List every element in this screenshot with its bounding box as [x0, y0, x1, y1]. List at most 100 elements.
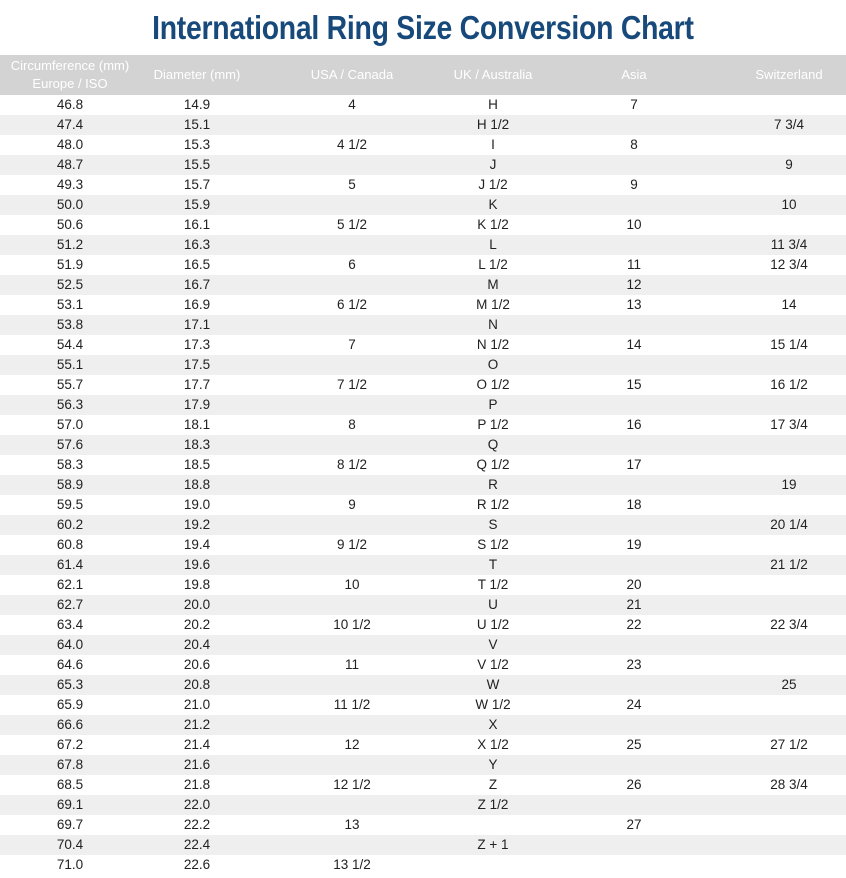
table-row: 46.8 14.9 4 H 7: [0, 95, 846, 115]
cell-switzerland: [732, 695, 846, 715]
cell-circumference: 55.1: [0, 355, 140, 375]
cell-asia: 24: [626, 697, 642, 712]
cell-circumference: 65.9: [56, 697, 84, 712]
cell-usa-canada: [254, 395, 450, 415]
cell-circumference: 49.3: [56, 177, 84, 192]
cell-usa-canada: [254, 355, 450, 375]
cell-usa-canada: [254, 475, 450, 495]
cell-asia: 11: [626, 257, 641, 272]
table-row: 49.3 15.7 5 J 1/2 9: [0, 175, 846, 195]
table-row: 53.1 16.9 6 1/2 M 1/2 13 14: [0, 295, 846, 315]
cell-diameter: 14.9: [183, 97, 211, 112]
cell-usa-canada: [254, 275, 450, 295]
cell-circumference: 51.2: [0, 235, 140, 255]
cell-uk-australia: V: [450, 635, 536, 655]
cell-usa-canada: [254, 835, 450, 855]
cell-switzerland: [732, 275, 846, 295]
cell-asia: 21: [536, 595, 732, 615]
cell-circumference: 48.7: [0, 155, 140, 175]
cell-usa-canada: [254, 595, 450, 615]
cell-diameter: 22.2: [183, 817, 211, 832]
cell-switzerland: 17 3/4: [770, 417, 808, 432]
cell-asia: 15: [626, 377, 642, 392]
cell-asia: [536, 755, 732, 775]
cell-usa-canada: 6 1/2: [336, 297, 368, 312]
cell-asia: 13: [626, 297, 642, 312]
cell-switzerland: 10: [732, 195, 846, 215]
cell-usa-canada: 9: [348, 497, 356, 512]
cell-diameter: 20.6: [183, 657, 211, 672]
cell-diameter: 18.1: [183, 417, 211, 432]
cell-asia: 25: [626, 737, 642, 752]
cell-usa-canada: 4 1/2: [336, 137, 368, 152]
cell-switzerland: [732, 795, 846, 815]
cell-usa-canada: 10 1/2: [333, 617, 371, 632]
table-row: 54.4 17.3 7 N 1/2 14 15 1/4: [0, 335, 846, 355]
cell-asia: 7: [630, 97, 638, 112]
table-row: 68.5 21.8 12 1/2 Z 26 28 3/4: [0, 775, 846, 795]
cell-circumference: 53.1: [56, 297, 84, 312]
cell-circumference: 51.9: [56, 257, 84, 272]
cell-circumference: 50.0: [0, 195, 140, 215]
cell-asia: 19: [626, 537, 642, 552]
table-row: 58.9 18.8 R 19: [0, 475, 846, 495]
cell-diameter: 19.0: [183, 497, 211, 512]
cell-circumference: 55.7: [56, 377, 84, 392]
cell-circumference: 69.7: [56, 817, 84, 832]
cell-asia: 23: [626, 657, 642, 672]
cell-uk-australia: O 1/2: [476, 377, 510, 392]
cell-switzerland: [732, 355, 846, 375]
cell-diameter: 15.5: [140, 155, 254, 175]
cell-uk-australia: X: [450, 715, 536, 735]
cell-diameter: 17.3: [183, 337, 211, 352]
cell-switzerland: 12 3/4: [770, 257, 808, 272]
cell-switzerland: 15 1/4: [770, 337, 808, 352]
cell-usa-canada: [254, 715, 450, 735]
cell-usa-canada: 8: [348, 417, 356, 432]
cell-usa-canada: [254, 195, 450, 215]
table-row: 62.7 20.0 U 21: [0, 595, 846, 615]
cell-circumference: 67.2: [56, 737, 84, 752]
table-row: 58.3 18.5 8 1/2 Q 1/2 17: [0, 455, 846, 475]
cell-asia: [536, 395, 732, 415]
table-row: 63.4 20.2 10 1/2 U 1/2 22 22 3/4: [0, 615, 846, 635]
cell-circumference: 68.5: [56, 777, 84, 792]
cell-uk-australia: Z + 1: [450, 835, 536, 855]
cell-switzerland: 7 3/4: [732, 115, 846, 135]
cell-diameter: 22.6: [183, 857, 211, 872]
cell-uk-australia: R 1/2: [476, 497, 510, 512]
cell-diameter: 17.1: [140, 315, 254, 335]
table-row: 51.9 16.5 6 L 1/2 11 12 3/4: [0, 255, 846, 275]
cell-switzerland: 14: [781, 297, 797, 312]
cell-circumference: 50.6: [56, 217, 84, 232]
table-row: 67.8 21.6 Y: [0, 755, 846, 775]
table-row: 71.0 22.6 13 1/2: [0, 855, 846, 875]
cell-diameter: 19.8: [183, 577, 211, 592]
cell-switzerland: [732, 595, 846, 615]
cell-usa-canada: [254, 675, 450, 695]
cell-switzerland: [732, 455, 846, 475]
cell-uk-australia: L 1/2: [478, 257, 508, 272]
cell-switzerland: [732, 175, 846, 195]
cell-circumference: 61.4: [0, 555, 140, 575]
table-row: 57.6 18.3 Q: [0, 435, 846, 455]
cell-circumference: 57.6: [0, 435, 140, 455]
header-row: Circumference (mm) Europe / ISO Diameter …: [0, 55, 846, 95]
cell-asia: [536, 355, 732, 375]
cell-circumference: 71.0: [56, 857, 84, 872]
cell-uk-australia: J: [450, 155, 536, 175]
cell-switzerland: [732, 315, 846, 335]
cell-asia: [536, 115, 732, 135]
cell-asia: [536, 315, 732, 335]
cell-switzerland: 21 1/2: [732, 555, 846, 575]
cell-usa-canada: 7: [348, 337, 356, 352]
cell-switzerland: [732, 635, 846, 655]
table-row: 55.7 17.7 7 1/2 O 1/2 15 16 1/2: [0, 375, 846, 395]
cell-switzerland: 25: [732, 675, 846, 695]
table-row: 64.0 20.4 V: [0, 635, 846, 655]
table-row: 67.2 21.4 12 X 1/2 25 27 1/2: [0, 735, 846, 755]
table-row: 69.7 22.2 13 27: [0, 815, 846, 835]
cell-circumference: 67.8: [0, 755, 140, 775]
cell-uk-australia: Q: [450, 435, 536, 455]
cell-uk-australia: H 1/2: [450, 115, 536, 135]
